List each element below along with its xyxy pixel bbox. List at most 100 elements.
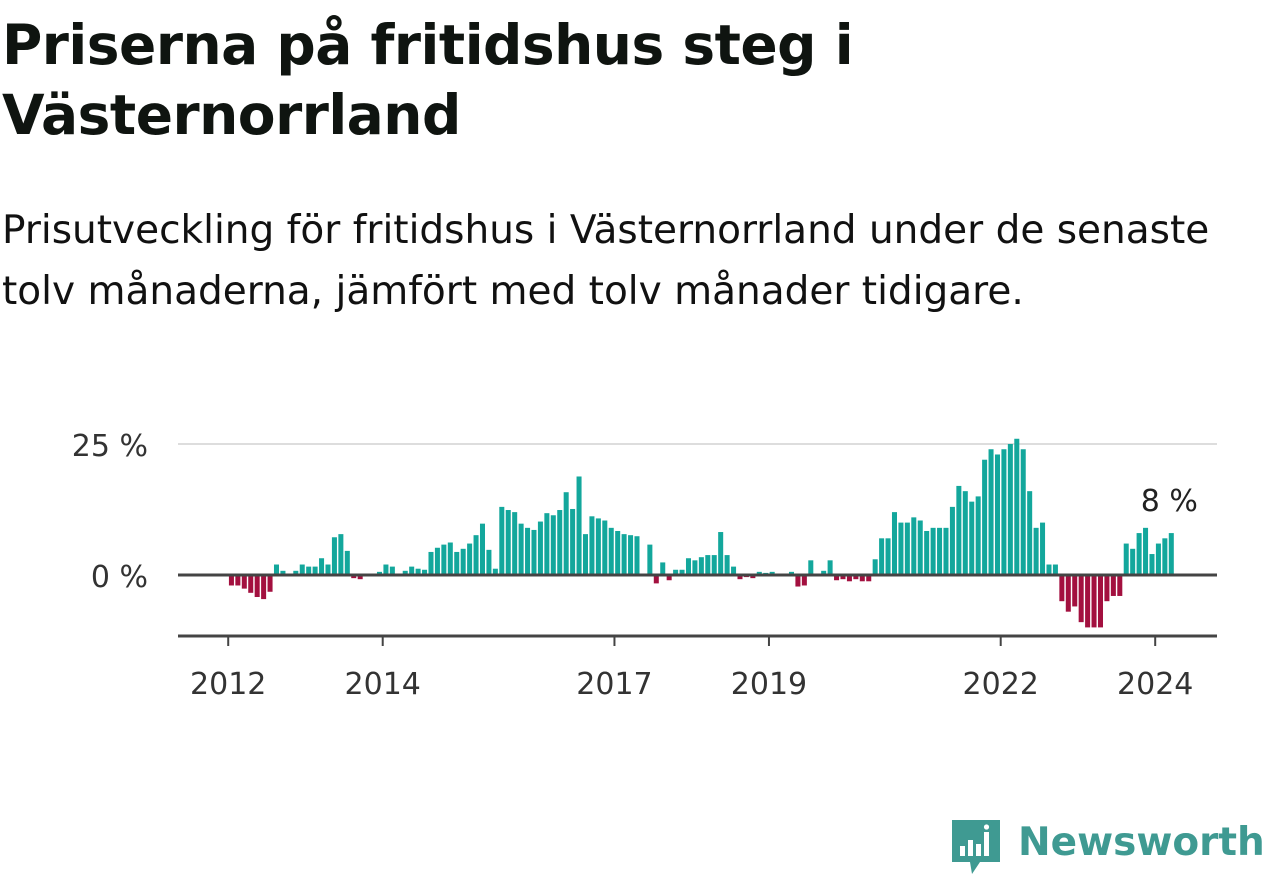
x-tick-label: 2014 — [345, 667, 421, 702]
bar — [969, 501, 975, 575]
bar — [499, 506, 505, 575]
bar — [402, 570, 408, 575]
bar — [1020, 449, 1026, 575]
bar — [518, 523, 524, 575]
bar — [434, 547, 440, 575]
bar — [1104, 575, 1110, 602]
bar — [750, 575, 756, 579]
bar — [679, 569, 685, 575]
x-tick-label: 2022 — [963, 667, 1039, 702]
bar — [1072, 575, 1078, 607]
bar — [615, 530, 621, 575]
bar — [351, 575, 357, 579]
bar — [1014, 438, 1020, 575]
bar — [479, 523, 486, 575]
bar — [312, 566, 318, 575]
bar — [698, 557, 704, 575]
bar — [467, 543, 473, 575]
bar — [325, 564, 331, 575]
bar — [376, 571, 383, 575]
bar — [859, 575, 865, 582]
bar — [1149, 554, 1155, 575]
bar — [319, 558, 325, 575]
bar — [975, 496, 981, 575]
chart-subtitle: Prisutveckling för fritidshus i Västerno… — [2, 208, 1210, 314]
bar — [917, 520, 923, 575]
bar — [492, 568, 498, 575]
bar — [306, 566, 312, 575]
bar — [705, 555, 711, 575]
bar — [241, 575, 247, 589]
bar — [724, 555, 730, 575]
bar — [1033, 527, 1039, 575]
bar — [827, 560, 833, 575]
logo-text: Newsworthy — [1018, 820, 1262, 865]
bar — [537, 521, 543, 575]
bar — [904, 522, 910, 575]
x-tick-label: 2024 — [1117, 667, 1193, 702]
bar — [634, 536, 640, 575]
bar — [409, 566, 415, 575]
bar — [846, 575, 852, 582]
bar — [1046, 564, 1052, 575]
bar — [685, 558, 691, 575]
bar — [1040, 522, 1046, 575]
bar — [267, 575, 273, 592]
bar — [653, 575, 659, 584]
bar — [1078, 575, 1084, 623]
bar — [821, 570, 827, 575]
bar — [338, 534, 344, 575]
bar — [1001, 449, 1007, 575]
x-tick-label: 2012 — [190, 667, 266, 702]
bar — [460, 548, 466, 575]
bar — [982, 459, 988, 575]
bar — [988, 449, 994, 575]
bar — [344, 550, 350, 575]
bar — [1052, 564, 1058, 575]
bar — [1136, 533, 1142, 575]
chart-title: Priserna på fritidshus steg i Västernorr… — [2, 13, 854, 147]
last-value-label: 8 % — [1141, 484, 1198, 519]
bar — [840, 575, 846, 580]
bar — [853, 575, 859, 580]
y-tick-label: 25 % — [72, 429, 148, 464]
bar-chart: 0 % 25 % 2012 2014 2017 2019 2022 2024 8 % — [72, 429, 1217, 702]
bar — [956, 485, 962, 575]
newsworthy-logo: Newsworthy — [950, 818, 1262, 878]
bar — [595, 518, 601, 575]
bar — [872, 559, 878, 575]
bar — [550, 515, 556, 575]
bar — [505, 510, 511, 575]
bar — [795, 575, 801, 587]
bar — [447, 542, 453, 575]
bar — [718, 532, 724, 575]
bar — [570, 508, 576, 575]
bar — [299, 564, 305, 575]
bar — [454, 551, 460, 575]
bar — [885, 538, 891, 575]
bar — [834, 575, 840, 581]
bar — [254, 575, 260, 598]
bar — [666, 575, 672, 581]
x-tick-label: 2017 — [576, 667, 652, 702]
bar — [1162, 538, 1168, 575]
bar — [422, 569, 428, 575]
bar — [1085, 575, 1091, 628]
bar — [248, 575, 254, 593]
bar — [1091, 575, 1097, 628]
bar — [962, 491, 968, 575]
bar — [943, 527, 949, 575]
bar — [711, 555, 717, 575]
bar — [898, 522, 904, 575]
bar — [1097, 575, 1103, 628]
bar — [389, 566, 395, 575]
bar — [737, 575, 743, 580]
bar — [1027, 491, 1033, 575]
bar — [949, 506, 955, 575]
bar — [1143, 527, 1149, 575]
bar — [473, 535, 479, 575]
bar — [1065, 575, 1071, 612]
bar — [660, 562, 666, 575]
bar — [788, 571, 794, 575]
bar — [293, 570, 299, 575]
